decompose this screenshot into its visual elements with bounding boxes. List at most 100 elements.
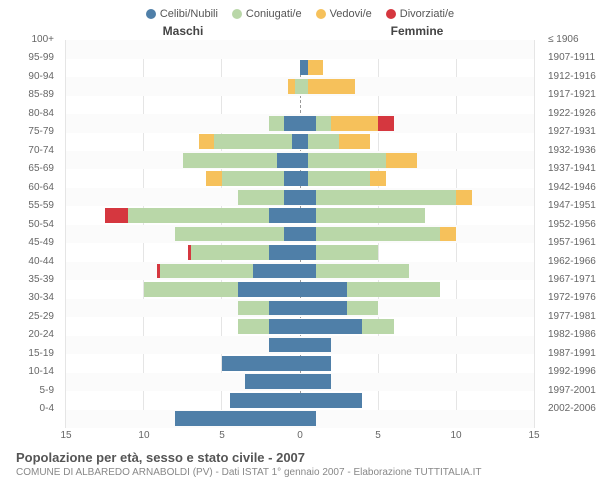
bar-row [66, 169, 534, 187]
age-label: 20-24 [2, 326, 58, 344]
bar-segment-cel [300, 356, 331, 371]
birth-label: 1982-1986 [544, 326, 600, 344]
bar-segment-cel [269, 245, 300, 260]
legend-item: Vedovi/e [316, 8, 372, 20]
bar-segment-cel [222, 356, 300, 371]
age-label: 25-29 [2, 307, 58, 325]
bar-segment-ved [370, 171, 386, 186]
bar-segment-cel [300, 374, 331, 389]
caption-subtitle: COMUNE DI ALBAREDO ARNABOLDI (PV) - Dati… [16, 467, 584, 478]
age-label: 15-19 [2, 344, 58, 362]
bar-segment-con [160, 264, 254, 279]
age-label: 35-39 [2, 270, 58, 288]
bar-segment-con [316, 190, 456, 205]
legend-label: Celibi/Nubili [160, 8, 218, 20]
bar-segment-cel [300, 134, 308, 149]
bar-segment-cel [300, 116, 316, 131]
bar-segment-cel [300, 319, 362, 334]
birth-label: 2002-2006 [544, 400, 600, 418]
bar-row [66, 77, 534, 95]
bar-segment-con [308, 134, 339, 149]
bar-segment-cel [284, 190, 300, 205]
bar-segment-cel [292, 134, 300, 149]
bar-segment-cel [269, 301, 300, 316]
bar-row [66, 96, 534, 114]
legend: Celibi/NubiliConiugati/eVedovi/eDivorzia… [8, 8, 592, 20]
bar-segment-con [347, 282, 441, 297]
bar-segment-cel [253, 264, 300, 279]
bar-row [66, 133, 534, 151]
legend-swatch [146, 9, 156, 19]
birth-label: 1987-1991 [544, 344, 600, 362]
bar-segment-con [316, 208, 425, 223]
bar-row [66, 410, 534, 428]
bar-row [66, 299, 534, 317]
bar-segment-con [238, 319, 269, 334]
bar-row [66, 336, 534, 354]
age-label: 65-69 [2, 159, 58, 177]
bar-segment-cel [300, 338, 331, 353]
legend-label: Divorziati/e [400, 8, 454, 20]
bar-segment-con [183, 153, 277, 168]
bar-segment-con [238, 301, 269, 316]
bar-segment-ved [206, 171, 222, 186]
bar-segment-con [316, 227, 441, 242]
bar-segment-cel [300, 171, 308, 186]
bar-segment-con [269, 116, 285, 131]
x-tick: 10 [138, 430, 149, 441]
bar-segment-con [214, 134, 292, 149]
x-tick: 15 [528, 430, 539, 441]
bar-segment-ved [339, 134, 370, 149]
bar-row [66, 59, 534, 77]
y-labels-birth: 2002-20061997-20011992-19961987-19911982… [544, 30, 600, 418]
bar-segment-ved [386, 153, 417, 168]
age-label: 95-99 [2, 49, 58, 67]
bar-segment-cel [269, 208, 300, 223]
bar-segment-con [347, 301, 378, 316]
bar-row [66, 354, 534, 372]
age-label: 45-49 [2, 233, 58, 251]
birth-label: 1912-1916 [544, 67, 600, 85]
x-tick: 0 [297, 430, 303, 441]
bar-segment-div [378, 116, 394, 131]
bar-row [66, 317, 534, 335]
age-label: 70-74 [2, 141, 58, 159]
legend-swatch [316, 9, 326, 19]
birth-label: 1957-1961 [544, 233, 600, 251]
age-label: 30-34 [2, 289, 58, 307]
bar-segment-cel [269, 319, 300, 334]
birth-label: ≤ 1906 [544, 30, 600, 48]
birth-label: 1942-1946 [544, 178, 600, 196]
bar-segment-div [105, 208, 128, 223]
bar-segment-cel [230, 393, 300, 408]
bar-segment-cel [284, 227, 300, 242]
bar-row [66, 225, 534, 243]
age-label: 75-79 [2, 123, 58, 141]
bar-segment-con [128, 208, 268, 223]
bar-segment-cel [300, 282, 347, 297]
header-male: Maschi [66, 24, 300, 38]
legend-item: Divorziati/e [386, 8, 454, 20]
age-label: 100+ [2, 30, 58, 48]
population-pyramid-chart: Celibi/NubiliConiugati/eVedovi/eDivorzia… [0, 0, 600, 500]
birth-label: 1917-1921 [544, 86, 600, 104]
age-label: 90-94 [2, 67, 58, 85]
bar-row [66, 280, 534, 298]
bar-segment-con [308, 153, 386, 168]
bar-segment-cel [284, 116, 300, 131]
bar-segment-ved [199, 134, 215, 149]
bar-segment-cel [300, 264, 316, 279]
bar-segment-con [316, 264, 410, 279]
bar-segment-cel [300, 153, 308, 168]
bar-segment-ved [331, 116, 378, 131]
age-label: 85-89 [2, 86, 58, 104]
age-label: 60-64 [2, 178, 58, 196]
birth-label: 1907-1911 [544, 49, 600, 67]
bar-segment-cel [284, 171, 300, 186]
bar-segment-cel [300, 208, 316, 223]
bar-row [66, 206, 534, 224]
x-tick: 10 [450, 430, 461, 441]
bar-segment-cel [277, 153, 300, 168]
legend-label: Vedovi/e [330, 8, 372, 20]
birth-label: 1997-2001 [544, 381, 600, 399]
